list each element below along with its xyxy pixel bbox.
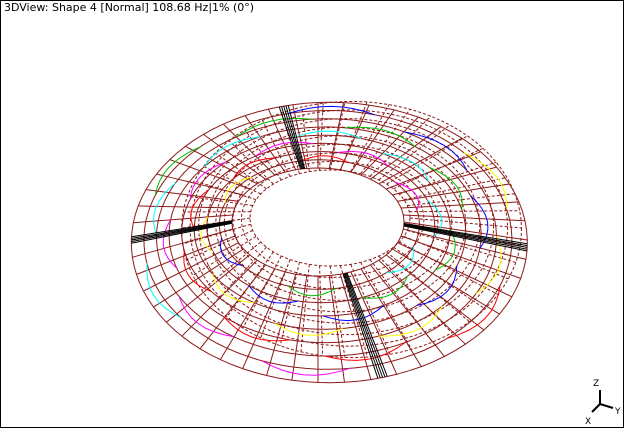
view-title: 3DView: Shape 4 [Normal] 108.68 Hz|1% (0… — [4, 1, 254, 14]
page: 3DView: Shape 4 [Normal] 108.68 Hz|1% (0… — [0, 0, 625, 428]
y-label: Y — [614, 407, 621, 417]
x-label: X — [585, 417, 591, 427]
view-frame — [1, 1, 624, 428]
z-label: Z — [593, 379, 599, 389]
3d-view: 3DView: Shape 4 [Normal] 108.68 Hz|1% (0… — [0, 0, 625, 428]
